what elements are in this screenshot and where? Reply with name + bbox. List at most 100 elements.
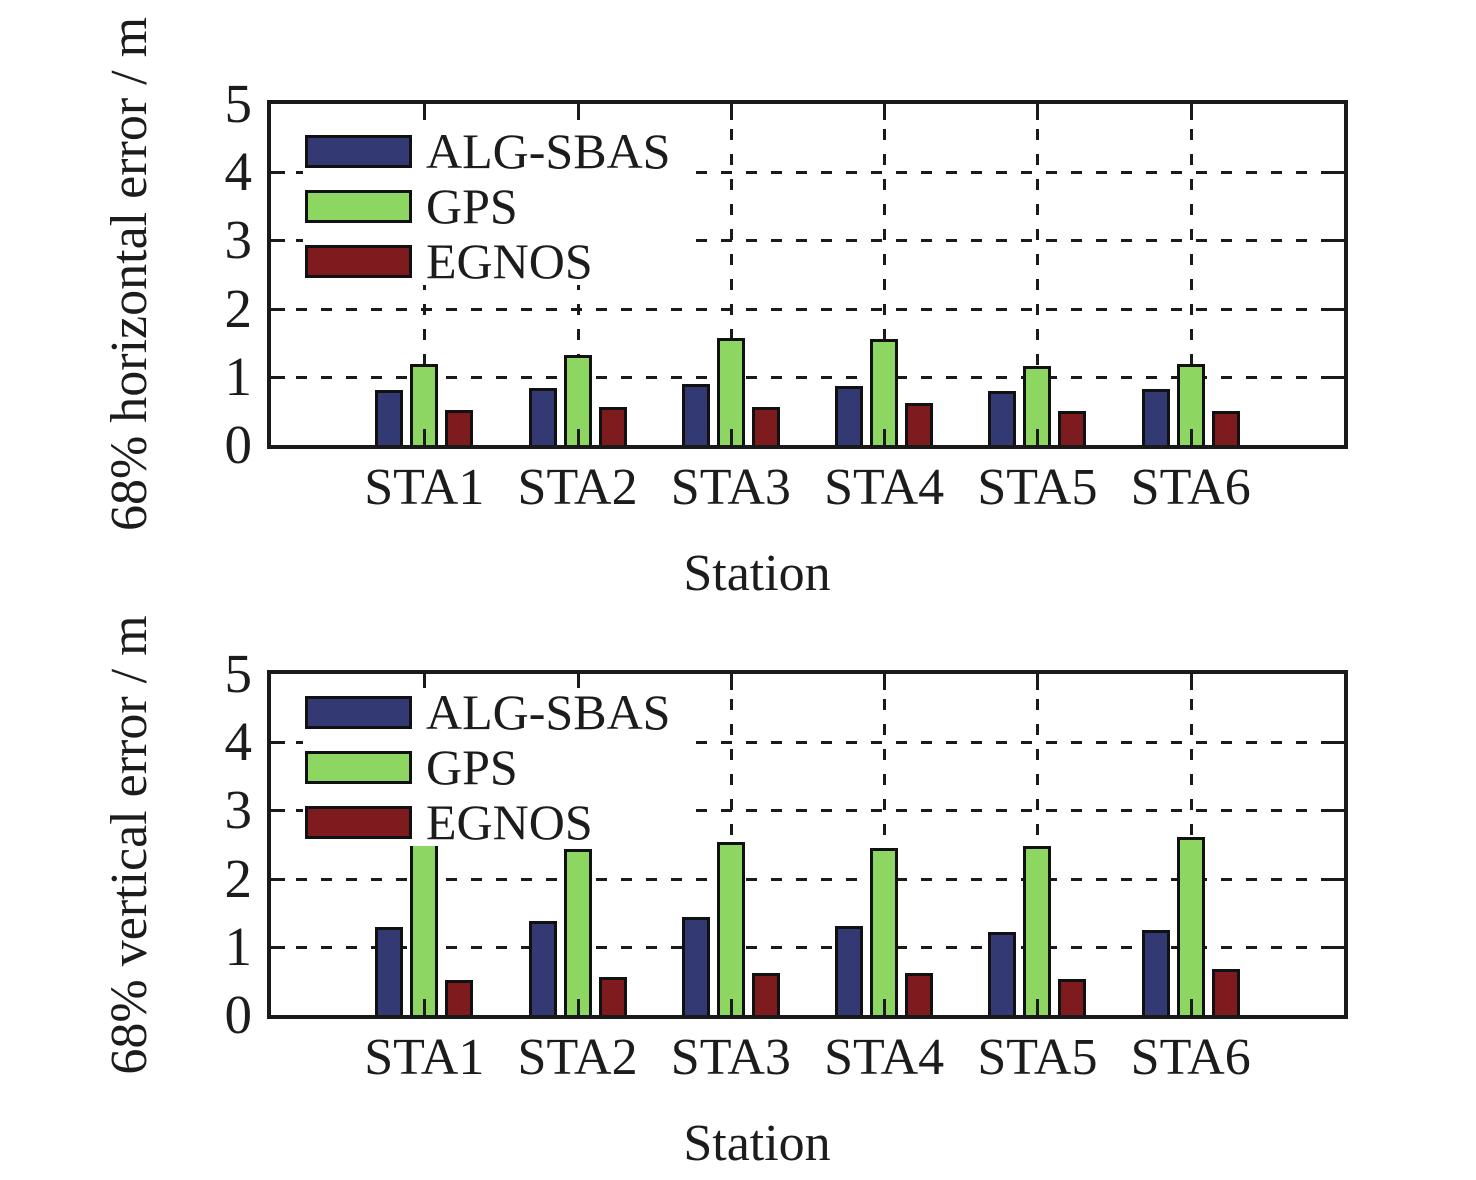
y-tick-label-3: 3 [224, 209, 253, 270]
bar-gps-sta6 [1176, 837, 1205, 1015]
gridline-x-STA5 [1036, 104, 1040, 445]
bottom-tick-sta5 [1036, 999, 1040, 1015]
x-tick-label-sta1: STA1 [364, 1029, 485, 1086]
bar-alg-sbas-sta1 [375, 390, 404, 445]
bar-egnos-sta5 [1058, 979, 1087, 1015]
top-tick-sta6 [1189, 104, 1193, 120]
bar-egnos-sta3 [751, 973, 780, 1015]
bar-gps-sta4 [870, 339, 899, 445]
legend-swatch-gps [305, 750, 412, 784]
bar-egnos-sta3 [751, 407, 780, 445]
right-tick-y-2 [1330, 307, 1344, 311]
x-axis-label-vertical: Station [683, 1115, 831, 1172]
x-tick-label-sta4: STA4 [824, 1029, 945, 1086]
right-tick-y-4 [1330, 741, 1344, 745]
bar-gps-sta2 [563, 849, 592, 1015]
y-tick-label-3: 3 [224, 779, 253, 840]
right-tick-y-1 [1330, 375, 1344, 379]
top-tick-sta6 [1189, 674, 1193, 690]
legend-item-gps: GPS [305, 742, 670, 792]
x-tick-label-sta5: STA5 [977, 1029, 1098, 1086]
gridline-x-STA5 [1036, 674, 1040, 1015]
legend-label-alg-sbas: ALG-SBAS [426, 684, 671, 740]
bar-egnos-sta2 [598, 977, 627, 1015]
y-tick-label-5: 5 [224, 73, 253, 134]
gridline-x-STA4 [883, 674, 887, 1015]
bottom-tick-sta2 [576, 999, 580, 1015]
y-tick-label-0: 0 [224, 414, 253, 475]
bottom-tick-sta3 [729, 429, 733, 445]
bar-gps-sta1 [410, 839, 439, 1015]
bar-alg-sbas-sta5 [988, 932, 1017, 1015]
right-tick-y-1 [1330, 945, 1344, 949]
plot-area-horizontal: ALG-SBAS GPS EGNOS [267, 100, 1348, 449]
right-tick-y-3 [1330, 239, 1344, 243]
left-tick-y-1 [271, 945, 285, 949]
legend-swatch-egnos [305, 244, 412, 278]
bar-egnos-sta6 [1211, 411, 1240, 445]
legend-swatch-alg-sbas [305, 695, 412, 729]
right-tick-y-3 [1330, 809, 1344, 813]
y-tick-label-1: 1 [224, 916, 253, 977]
bottom-tick-sta6 [1189, 999, 1193, 1015]
x-tick-label-sta2: STA2 [517, 459, 638, 516]
top-tick-sta5 [1036, 674, 1040, 690]
bar-alg-sbas-sta6 [1141, 930, 1170, 1015]
gridline-y-1 [271, 375, 1344, 379]
top-tick-sta3 [729, 674, 733, 690]
y-tick-label-2: 2 [224, 278, 253, 339]
legend-item-gps: GPS [305, 181, 670, 231]
gridline-x-STA4 [883, 104, 887, 445]
bar-egnos-sta2 [598, 407, 627, 445]
left-tick-y-3 [271, 239, 285, 243]
right-tick-y-4 [1330, 171, 1344, 175]
y-tick-label-4: 4 [224, 141, 253, 202]
bottom-tick-sta6 [1189, 429, 1193, 445]
legend-label-egnos: EGNOS [426, 233, 593, 289]
legend-swatch-alg-sbas [305, 134, 412, 168]
bottom-tick-sta1 [423, 999, 427, 1015]
y-tick-label-4: 4 [224, 711, 253, 772]
top-tick-sta2 [576, 104, 580, 120]
top-tick-sta1 [423, 674, 427, 690]
gridline-y-3 [271, 239, 1344, 243]
legend-swatch-gps [305, 189, 412, 223]
top-tick-sta3 [729, 104, 733, 120]
legend-item-egnos: EGNOS [305, 797, 670, 847]
left-tick-y-3 [271, 809, 285, 813]
bar-gps-sta5 [1023, 846, 1052, 1015]
y-tick-label-2: 2 [224, 848, 253, 909]
legend: ALG-SBAS GPS EGNOS [303, 126, 685, 289]
bar-egnos-sta1 [445, 980, 474, 1015]
top-tick-sta4 [883, 674, 887, 690]
x-tick-label-sta4: STA4 [824, 459, 945, 516]
bottom-tick-sta5 [1036, 429, 1040, 445]
bottom-tick-sta1 [423, 429, 427, 445]
x-axis-label-horizontal: Station [683, 545, 831, 602]
legend: ALG-SBAS GPS EGNOS [303, 684, 685, 847]
bottom-tick-sta3 [729, 999, 733, 1015]
bar-alg-sbas-sta6 [1141, 389, 1170, 445]
legend-item-alg-sbas: ALG-SBAS [305, 684, 671, 740]
x-tick-label-sta5: STA5 [977, 459, 1098, 516]
x-tick-label-sta3: STA3 [670, 1029, 791, 1086]
top-tick-sta2 [576, 674, 580, 690]
bar-alg-sbas-sta1 [375, 927, 404, 1015]
x-tick-label-sta6: STA6 [1130, 459, 1251, 516]
gridline-y-3 [271, 809, 1344, 813]
bar-gps-sta3 [716, 842, 745, 1015]
top-tick-sta4 [883, 104, 887, 120]
bar-alg-sbas-sta2 [528, 921, 557, 1015]
bar-alg-sbas-sta3 [681, 384, 710, 445]
bar-egnos-sta6 [1211, 969, 1240, 1015]
left-tick-y-1 [271, 375, 285, 379]
plot-area-vertical: ALG-SBAS GPS EGNOS [267, 670, 1348, 1019]
gridline-y-2 [271, 877, 1344, 881]
bar-alg-sbas-sta5 [988, 391, 1017, 445]
y-tick-label-5: 5 [224, 643, 253, 704]
legend-swatch-egnos [305, 805, 412, 839]
bar-egnos-sta1 [445, 410, 474, 445]
bar-alg-sbas-sta4 [835, 926, 864, 1015]
x-tick-label-sta3: STA3 [670, 459, 791, 516]
bar-alg-sbas-sta2 [528, 388, 557, 445]
